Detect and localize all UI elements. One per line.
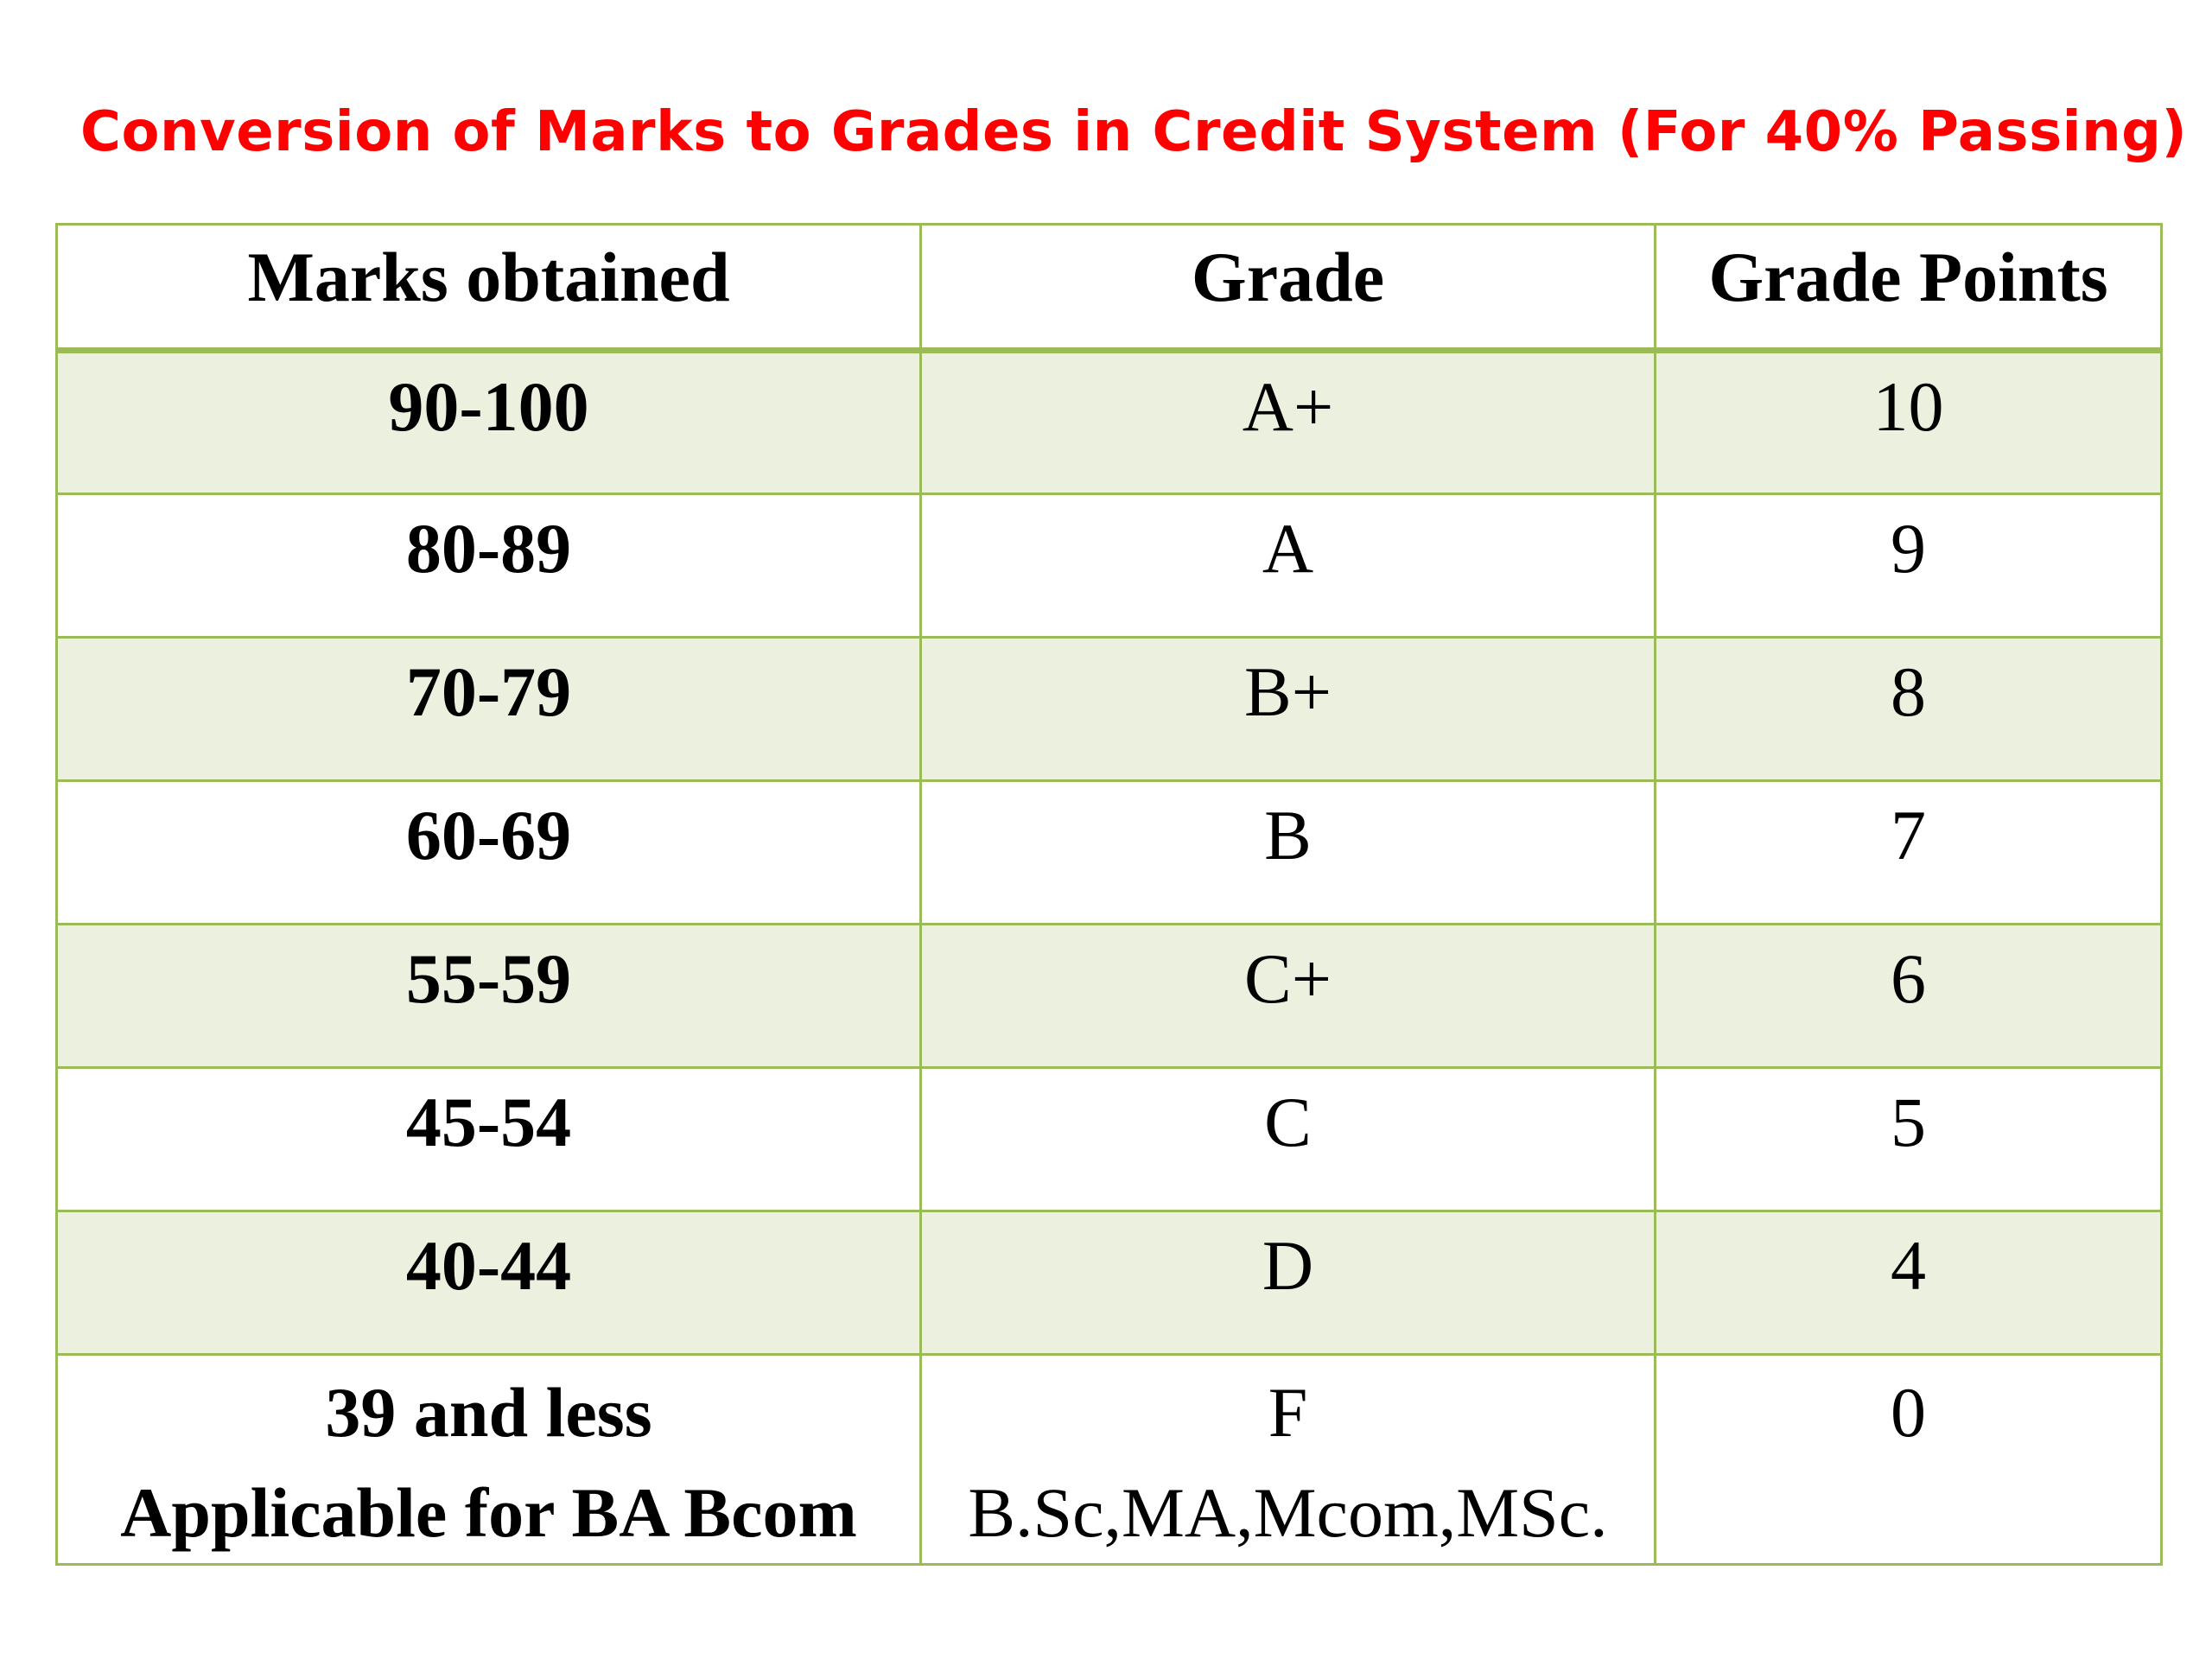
table-row: 40-44 D 4 [55,1210,2163,1356]
grade-points-cell: 6 [1654,923,2163,1069]
grade-cell: C+ [919,923,1656,1069]
marks-value: 39 and less [325,1373,652,1452]
grade-points-cell: 7 [1654,779,2163,925]
grade-points-cell: 4 [1654,1210,2163,1356]
grade-cell: B [919,779,1656,925]
grade-cell: A [919,493,1656,639]
table-header-row: Marks obtained Grade Grade Points [55,223,2163,352]
page-title: Conversion of Marks to Grades in Credit … [80,100,2188,164]
grade-points-cell: 9 [1654,493,2163,639]
table-row: 80-89 A 9 [55,493,2163,639]
grade-value: F [1268,1373,1308,1452]
grade-points-cell: 8 [1654,636,2163,782]
table-row: 70-79 B+ 8 [55,636,2163,782]
grade-points-cell: 0 [1654,1353,2163,1566]
table-row: 90-100 A+ 10 [55,349,2163,495]
marks-cell: 90-100 [55,349,922,495]
table-row: 55-59 C+ 6 [55,923,2163,1069]
grade-cell: A+ [919,349,1656,495]
marks-cell: 45-54 [55,1066,922,1212]
grade-points-cell: 5 [1654,1066,2163,1212]
marks-cell: 80-89 [55,493,922,639]
marks-note: Applicable for BA Bcom [120,1473,857,1552]
grade-points-cell: 10 [1654,349,2163,495]
grade-cell: C [919,1066,1656,1212]
grade-cell: D [919,1210,1656,1356]
marks-cell: 39 and less Applicable for BA Bcom [55,1353,922,1566]
grade-conversion-table: Marks obtained Grade Grade Points 90-100… [55,223,2163,1566]
table-row: 60-69 B 7 [55,779,2163,925]
grade-cell: F B.Sc,MA,Mcom,MSc. [919,1353,1656,1566]
marks-cell: 70-79 [55,636,922,782]
header-grade: Grade [919,223,1656,352]
marks-cell: 40-44 [55,1210,922,1356]
header-marks-obtained: Marks obtained [55,223,922,352]
grade-cell: B+ [919,636,1656,782]
header-grade-points: Grade Points [1654,223,2163,352]
table-row: 45-54 C 5 [55,1066,2163,1212]
grade-note: B.Sc,MA,Mcom,MSc. [968,1473,1608,1552]
marks-cell: 60-69 [55,779,922,925]
table-row-fail: 39 and less Applicable for BA Bcom F B.S… [55,1353,2163,1566]
marks-cell: 55-59 [55,923,922,1069]
